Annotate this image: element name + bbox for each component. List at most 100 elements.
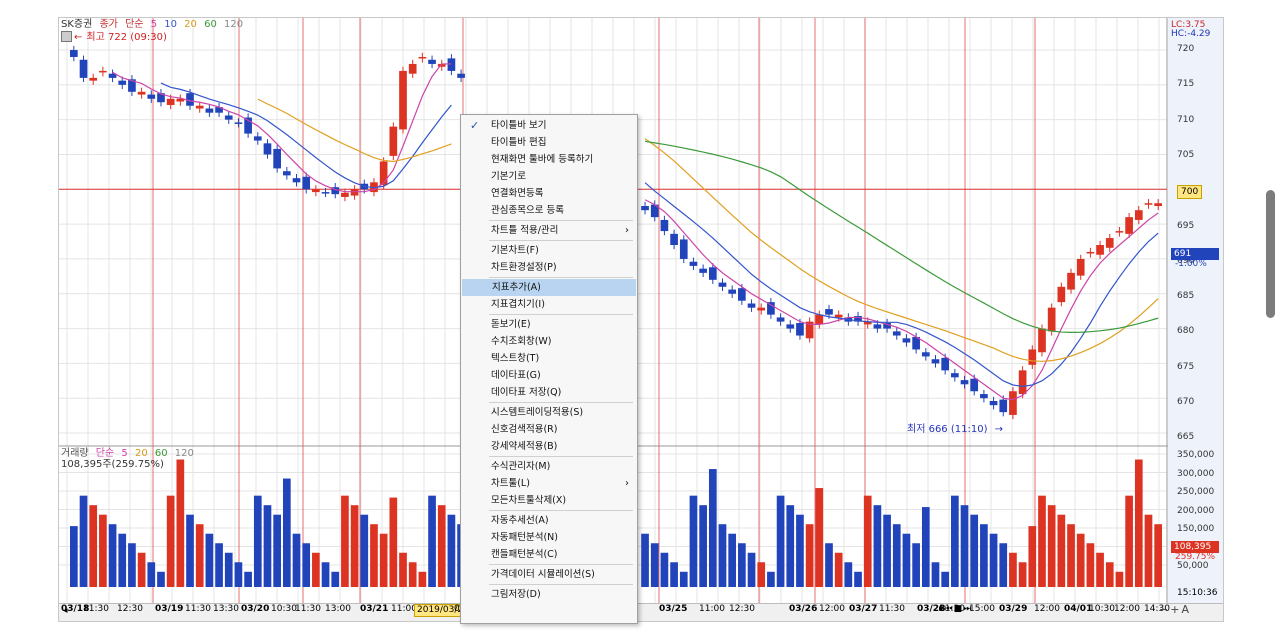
legend-ma10: 10 (164, 19, 177, 30)
nav-toolbar[interactable]: ▸⏮■⏭ (939, 604, 972, 614)
menu-item[interactable]: 그림저장(D) (461, 586, 637, 603)
menu-item[interactable]: 수식관리자(M) (461, 458, 637, 475)
menu-item[interactable]: 캔들패턴분석(C) (461, 546, 637, 563)
candlestick-chart[interactable] (59, 18, 1223, 621)
menu-item[interactable]: 차트틀 적용/관리 › (461, 222, 637, 239)
menu-item-label: 기본기로 (491, 171, 526, 182)
menu-item-label: 텍스트창(T) (491, 353, 540, 364)
candle-body (1144, 203, 1153, 205)
legend-vol-name: 거래량 (61, 448, 89, 459)
volume-bar (708, 469, 717, 587)
ma60-line (644, 140, 1159, 334)
volume-bar (1047, 505, 1056, 587)
volume-bar (728, 533, 737, 587)
scroll-right-icon[interactable]: ▸ (939, 604, 945, 614)
menu-item[interactable]: 텍스트창(T) (461, 350, 637, 367)
time-tick-label: 03/18 (61, 604, 90, 614)
volume-bar (912, 543, 920, 587)
ma20-line (257, 98, 452, 163)
volume-bar (176, 459, 185, 587)
candle-body (89, 77, 98, 81)
candle-body (892, 331, 901, 336)
candle-body (379, 161, 388, 186)
menu-item[interactable]: 관심종목으로 등록 (461, 202, 637, 219)
menu-item[interactable]: 시스템트레이딩적용(S) (461, 404, 637, 421)
price-tick-label: 695 (1177, 220, 1195, 231)
zoom-out-icon[interactable]: − (1159, 603, 1171, 616)
volume-bar (679, 571, 688, 587)
chart-area[interactable]: SK증권 종가 단순 5 10 20 60 120 ← 최고 722 (09:30… (58, 17, 1224, 622)
candle-body (960, 380, 969, 385)
candle-body (883, 323, 891, 329)
menu-item[interactable]: 신호검색적용(R) (461, 421, 637, 438)
last-icon[interactable]: ⏭ (963, 604, 973, 614)
volume-bar (1115, 571, 1124, 587)
candle-body (195, 105, 204, 109)
menu-item[interactable]: 현재화면 툴바에 등록하기 (461, 151, 637, 168)
volume-bar (989, 533, 998, 587)
candle-body (999, 399, 1008, 413)
time-tick-label: 03/21 (360, 604, 389, 614)
menu-item[interactable]: 지표추가(A) (462, 279, 636, 296)
candle-body (747, 303, 756, 308)
menu-item[interactable]: 지표겹치기(I) (461, 296, 637, 313)
vol-last-tag: 108,395 (1171, 541, 1219, 553)
scroll-left-icon[interactable]: ◂ (63, 606, 68, 616)
zoom-in-icon[interactable]: + (1170, 603, 1182, 616)
zoom-toolbar[interactable]: −+A (1159, 603, 1191, 616)
page-scrollbar-thumb[interactable] (1266, 190, 1275, 318)
legend-vol-ma120: 120 (174, 448, 194, 459)
menu-item[interactable]: 기본차트(F) (461, 242, 637, 259)
collapse-icon[interactable] (61, 31, 72, 42)
volume-bar (1057, 514, 1066, 587)
add-icon[interactable]: A (1181, 603, 1191, 616)
candle-body (263, 143, 272, 155)
time-tick-label: 13:30 (213, 604, 239, 614)
menu-item[interactable]: ✓ 타이틀바 보기 (461, 117, 637, 134)
menu-item[interactable]: 타이틀바 편집 (461, 134, 637, 151)
candle-body (273, 148, 281, 169)
menu-item[interactable]: 데이타표(G) (461, 367, 637, 384)
time-tick-label: 11:30 (185, 604, 211, 614)
first-icon[interactable]: ⏮ (944, 604, 954, 614)
menu-item[interactable]: 모든차트툴삭제(X) (461, 492, 637, 509)
menu-item[interactable]: 자동추세선(A) (461, 512, 637, 529)
menu-item[interactable]: 데이타표 저장(Q) (461, 384, 637, 401)
menu-item[interactable]: 연결화면등록 (461, 185, 637, 202)
menu-item[interactable]: 차트툴(L) › (461, 475, 637, 492)
volume-bar (195, 524, 204, 587)
volume-bar (282, 478, 291, 587)
menu-item-label: 데이타표(G) (491, 370, 541, 381)
time-tick-label: 12:00 (1114, 604, 1140, 614)
menu-item[interactable]: 자동패턴분석(N) (461, 529, 637, 546)
menu-item-label: 수식관리자(M) (491, 461, 551, 472)
menu-item[interactable]: 수치조회창(W) (461, 333, 637, 350)
menu-item[interactable]: 기본기로 (461, 168, 637, 185)
low-annotation-arrow-icon: → (994, 424, 1004, 435)
volume-bar (921, 507, 930, 587)
candle-body (757, 307, 766, 311)
menu-item[interactable]: 강세약세적용(B) (461, 438, 637, 455)
candle-body (137, 91, 146, 95)
menu-item-label: 시스템트레이딩적용(S) (491, 407, 584, 418)
candle-body (428, 59, 436, 64)
volume-value: 108,395주(259.75%) (61, 459, 164, 470)
candle-body (282, 171, 291, 176)
volume-bar (854, 571, 862, 587)
candle-body (931, 359, 940, 364)
candle-body (786, 324, 795, 329)
menu-item-label: 캔들패턴분석(C) (491, 549, 558, 560)
menu-item[interactable]: 차트환경설정(P) (461, 259, 637, 276)
stop-icon[interactable]: ■ (953, 604, 964, 614)
menu-separator (489, 510, 633, 511)
hc-label: HC:-4.29 (1171, 29, 1211, 39)
menu-item[interactable]: 돋보기(E) (461, 316, 637, 333)
candle-body (912, 336, 920, 350)
menu-separator (489, 220, 633, 221)
legend-ma5: 5 (150, 19, 158, 30)
menu-item[interactable]: 가격데이터 시뮬레이션(S) (461, 566, 637, 583)
candle-body (708, 267, 717, 280)
candle-body (128, 79, 136, 92)
time-tick-label: 03/29 (999, 604, 1028, 614)
